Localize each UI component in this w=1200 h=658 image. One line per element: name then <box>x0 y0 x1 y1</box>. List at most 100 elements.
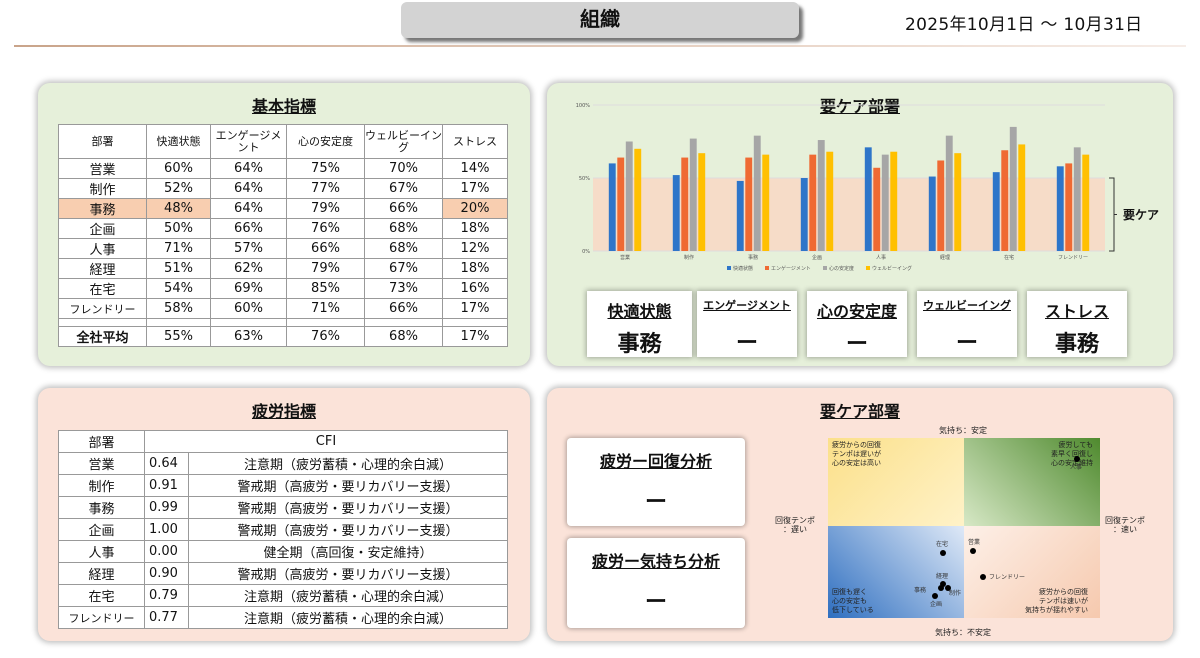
axis-right-label: 回復テンポ ：速い <box>1105 516 1145 534</box>
fatigue-table: 部署 CFI 営業 0.64 注意期（疲労蓄積・心理的余白減） 制作 0.91 警戒期（高… <box>58 430 508 629</box>
cell-department: 企画 <box>58 218 147 239</box>
cell-wellbeing: 73% <box>364 278 443 299</box>
legend-swatch <box>765 266 769 270</box>
care-band-label: 要ケア <box>1123 208 1160 222</box>
cell-department: 営業 <box>58 158 147 179</box>
bar-事務-快適状態 <box>736 180 744 251</box>
fatigue-mood-card: 疲労ー気持ち分析 ー <box>567 538 745 628</box>
cell-cfi-stage: 健全期（高回復・安定維持） <box>188 540 508 563</box>
bar-フレンドリー-ウェルビーイング <box>1082 154 1090 251</box>
cell-department: 制作 <box>58 178 147 199</box>
quadrant-tl-text: 疲労からの回復 テンポは遅いが 心の安定は高い <box>832 441 881 467</box>
cell-comfort: 52% <box>146 178 211 199</box>
kpi-box: 快適状態 事務 <box>587 291 692 357</box>
kpi-value: ー <box>735 331 758 356</box>
bar-事務-ウェルビーイング <box>762 154 770 251</box>
bar-事務-心の安定度 <box>753 135 761 251</box>
cell-wellbeing: 70% <box>364 158 443 179</box>
bar-在宅-快適状態 <box>992 172 1000 251</box>
quadrant-matrix: 気持ち：安定 気持ち：不安定 回復テンポ ：遅い 回復テンポ ：速い 疲労からの… <box>775 426 1165 638</box>
col-header-comfort: 快適状態 <box>146 124 211 159</box>
spacer-cell <box>286 318 365 327</box>
bar-企画-快適状態 <box>800 178 808 251</box>
cell-stress: 18% <box>442 258 508 279</box>
cell-stress: 12% <box>442 238 508 259</box>
legend-label: エンゲージメント <box>771 265 811 272</box>
cell-comfort: 58% <box>146 298 211 319</box>
bar-経理-心の安定度 <box>945 135 953 251</box>
cell-engagement: 62% <box>210 258 287 279</box>
cell-department: 営業 <box>58 452 145 475</box>
cell-cfi-value: 0.90 <box>144 562 189 585</box>
kpi-label: 快適状態 <box>607 302 672 321</box>
table-row: 事務 48% 64% 79% 66% 20% <box>58 198 508 219</box>
table-row: 企画 1.00 警戒期（高疲労・要リカバリー支援） <box>58 518 508 541</box>
matrix-point <box>1074 456 1080 462</box>
cell-wellbeing: 68% <box>364 238 443 259</box>
header-divider <box>14 45 1186 47</box>
bar-在宅-心の安定度 <box>1009 126 1017 251</box>
cell-stability: 71% <box>286 298 365 319</box>
bar-人事-ウェルビーイング <box>890 151 898 251</box>
date-range: 2025年10月1日 〜 10月31日 <box>905 15 1143 35</box>
cell-wellbeing: 67% <box>364 258 443 279</box>
matrix-point <box>940 550 946 556</box>
x-tick-label: フレンドリー <box>1058 255 1088 261</box>
y-tick-label: 50% <box>579 176 590 182</box>
cell-engagement: 64% <box>210 198 287 219</box>
cell-wellbeing: 66% <box>364 198 443 219</box>
spacer-cell <box>58 318 147 327</box>
avg-cell-wellbeing: 68% <box>364 326 443 347</box>
bar-経理-ウェルビーイング <box>954 153 962 251</box>
average-row: 全社平均 55% 63% 76% 68% 17% <box>58 326 508 347</box>
bar-企画-ウェルビーイング <box>826 151 834 251</box>
table-spacer-row <box>58 318 508 327</box>
cell-engagement: 64% <box>210 158 287 179</box>
kpi-label: 心の安定度 <box>816 302 897 321</box>
table-row: 在宅 54% 69% 85% 73% 16% <box>58 278 508 299</box>
cell-stability: 76% <box>286 218 365 239</box>
table-row: 人事 0.00 健全期（高回復・安定維持） <box>58 540 508 563</box>
spacer-cell <box>146 318 211 327</box>
table-row: 経理 51% 62% 79% 67% 18% <box>58 258 508 279</box>
cell-department: 人事 <box>58 540 145 563</box>
cell-stress: 18% <box>442 218 508 239</box>
bar-chart: 100% 50% 0% 営業 制作 事務 企画 人事 経理 在宅 フレンドリー 快適状態 エンゲージメン… <box>557 93 1120 283</box>
cell-department: 経理 <box>58 562 145 585</box>
matrix-point-label: 企画 <box>930 601 943 608</box>
table-row: 企画 50% 66% 76% 68% 18% <box>58 218 508 239</box>
cell-stability: 79% <box>286 258 365 279</box>
y-tick-label: 0% <box>582 249 590 255</box>
matrix-point-label: 営業 <box>968 539 981 546</box>
x-tick-label: 事務 <box>748 254 758 261</box>
cell-stress: 17% <box>442 178 508 199</box>
bar-在宅-ウェルビーイング <box>1018 144 1026 251</box>
cell-cfi-stage: 警戒期（高疲労・要リカバリー支援） <box>188 562 508 585</box>
table-row: 事務 0.99 警戒期（高疲労・要リカバリー支援） <box>58 496 508 519</box>
avg-cell-department: 全社平均 <box>58 326 147 347</box>
matrix-point-label: フレンドリー <box>989 574 1026 581</box>
bar-事務-エンゲージメント <box>745 157 753 251</box>
legend-swatch <box>727 266 731 270</box>
quadrant-top-left <box>828 438 964 526</box>
matrix-point-label: 事務 <box>914 587 927 594</box>
table-row: 制作 52% 64% 77% 67% 17% <box>58 178 508 199</box>
col-header-wellbeing: ウェルビーイング <box>364 124 443 159</box>
fatigue-recovery-label: 疲労ー回復分析 <box>599 452 712 471</box>
care-departments-panel: 要ケア部署 100% 50% 0% 営業 制作 事務 企画 人事 経理 在宅 フレンドリー 快適状態エ… <box>547 83 1173 366</box>
cell-stress: 17% <box>442 298 508 319</box>
matrix-point-label: 制作 <box>949 590 962 597</box>
spacer-cell <box>364 318 443 327</box>
matrix-point <box>945 585 951 591</box>
matrix-point-label: 経理 <box>936 573 949 580</box>
cell-department: フレンドリー <box>58 298 147 319</box>
bar-人事-心の安定度 <box>881 154 889 251</box>
cell-cfi-value: 0.64 <box>144 452 189 475</box>
bar-フレンドリー-快適状態 <box>1056 166 1064 251</box>
col-header-stability: 心の安定度 <box>286 124 365 159</box>
cell-cfi-value: 0.99 <box>144 496 189 519</box>
table-header-row: 部署 快適状態 エンゲージメント 心の安定度 ウェルビーイング ストレス <box>58 124 508 159</box>
table-header-row: 部署 CFI <box>58 430 508 453</box>
bar-経理-エンゲージメント <box>937 160 945 251</box>
table-row: 在宅 0.79 注意期（疲労蓄積・心理的余白減） <box>58 584 508 607</box>
